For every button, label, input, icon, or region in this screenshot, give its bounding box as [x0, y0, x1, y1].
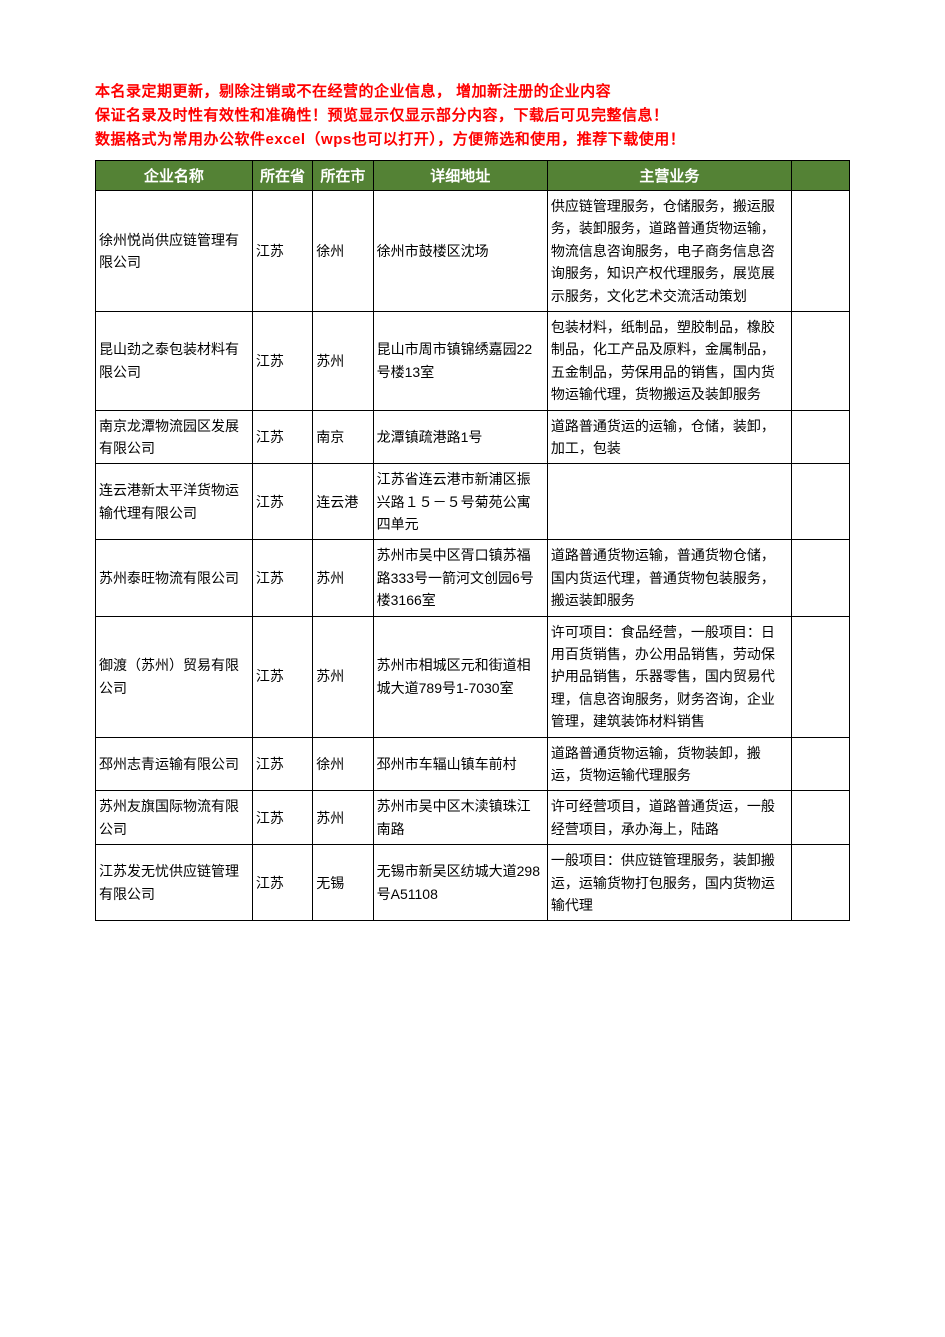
intro-text-block: 本名录定期更新，剔除注销或不在经营的企业信息， 增加新注册的企业内容 保证名录及…: [95, 80, 850, 152]
cell-city: 南京: [313, 410, 373, 464]
th-extra: [791, 161, 849, 191]
cell-extra: [791, 191, 849, 312]
cell-city: 连云港: [313, 464, 373, 540]
cell-address: 苏州市相城区元和街道相城大道789号1-7030室: [373, 616, 547, 737]
cell-city: 苏州: [313, 616, 373, 737]
table-row: 苏州泰旺物流有限公司江苏苏州苏州市吴中区胥口镇苏福路333号一箭河文创园6号楼3…: [96, 540, 850, 616]
cell-business: 一般项目：供应链管理服务，装卸搬运，运输货物打包服务，国内货物运输代理: [547, 845, 791, 921]
intro-line-2: 保证名录及时性有效性和准确性！预览显示仅显示部分内容，下载后可见完整信息！: [95, 104, 850, 128]
table-row: 御渡（苏州）贸易有限公司江苏苏州苏州市相城区元和街道相城大道789号1-7030…: [96, 616, 850, 737]
intro-line-3: 数据格式为常用办公软件excel（wps也可以打开），方便筛选和使用，推荐下载使…: [95, 128, 850, 152]
cell-province: 江苏: [252, 410, 312, 464]
cell-address: 无锡市新吴区纺城大道298号A51108: [373, 845, 547, 921]
th-province: 所在省: [252, 161, 312, 191]
cell-address: 昆山市周市镇锦绣嘉园22号楼13室: [373, 311, 547, 410]
cell-address: 邳州市车辐山镇车前村: [373, 737, 547, 791]
table-row: 南京龙潭物流园区发展有限公司江苏南京龙潭镇疏港路1号道路普通货运的运输，仓储，装…: [96, 410, 850, 464]
cell-company-name: 昆山劲之泰包装材料有限公司: [96, 311, 253, 410]
table-header-row: 企业名称 所在省 所在市 详细地址 主营业务: [96, 161, 850, 191]
cell-extra: [791, 616, 849, 737]
cell-address: 苏州市吴中区木渎镇珠江南路: [373, 791, 547, 845]
cell-company-name: 苏州泰旺物流有限公司: [96, 540, 253, 616]
cell-extra: [791, 311, 849, 410]
cell-business: 道路普通货物运输，货物装卸，搬运，货物运输代理服务: [547, 737, 791, 791]
cell-province: 江苏: [252, 540, 312, 616]
table-row: 昆山劲之泰包装材料有限公司江苏苏州昆山市周市镇锦绣嘉园22号楼13室包装材料，纸…: [96, 311, 850, 410]
cell-province: 江苏: [252, 464, 312, 540]
cell-address: 苏州市吴中区胥口镇苏福路333号一箭河文创园6号楼3166室: [373, 540, 547, 616]
cell-extra: [791, 791, 849, 845]
cell-business: [547, 464, 791, 540]
th-address: 详细地址: [373, 161, 547, 191]
cell-business: 道路普通货运的运输，仓储，装卸，加工，包装: [547, 410, 791, 464]
cell-province: 江苏: [252, 191, 312, 312]
cell-province: 江苏: [252, 616, 312, 737]
cell-company-name: 连云港新太平洋货物运输代理有限公司: [96, 464, 253, 540]
cell-address: 江苏省连云港市新浦区振兴路１５－５号菊苑公寓四单元: [373, 464, 547, 540]
th-company-name: 企业名称: [96, 161, 253, 191]
cell-city: 苏州: [313, 791, 373, 845]
th-business: 主营业务: [547, 161, 791, 191]
cell-company-name: 苏州友旗国际物流有限公司: [96, 791, 253, 845]
cell-province: 江苏: [252, 737, 312, 791]
cell-province: 江苏: [252, 845, 312, 921]
cell-business: 供应链管理服务，仓储服务，搬运服务，装卸服务，道路普通货物运输，物流信息咨询服务…: [547, 191, 791, 312]
intro-line-1: 本名录定期更新，剔除注销或不在经营的企业信息， 增加新注册的企业内容: [95, 80, 850, 104]
cell-city: 苏州: [313, 311, 373, 410]
cell-city: 徐州: [313, 191, 373, 312]
cell-extra: [791, 410, 849, 464]
cell-city: 无锡: [313, 845, 373, 921]
cell-company-name: 徐州悦尚供应链管理有限公司: [96, 191, 253, 312]
table-row: 邳州志青运输有限公司江苏徐州邳州市车辐山镇车前村道路普通货物运输，货物装卸，搬运…: [96, 737, 850, 791]
cell-extra: [791, 540, 849, 616]
cell-business: 许可项目：食品经营，一般项目：日用百货销售，办公用品销售，劳动保护用品销售，乐器…: [547, 616, 791, 737]
cell-province: 江苏: [252, 791, 312, 845]
cell-business: 许可经营项目，道路普通货运，一般经营项目，承办海上，陆路: [547, 791, 791, 845]
cell-city: 苏州: [313, 540, 373, 616]
table-row: 连云港新太平洋货物运输代理有限公司江苏连云港江苏省连云港市新浦区振兴路１５－５号…: [96, 464, 850, 540]
cell-business: 道路普通货物运输，普通货物仓储，国内货运代理，普通货物包装服务，搬运装卸服务: [547, 540, 791, 616]
cell-extra: [791, 737, 849, 791]
table-row: 江苏发无忧供应链管理有限公司江苏无锡无锡市新吴区纺城大道298号A51108一般…: [96, 845, 850, 921]
cell-company-name: 南京龙潭物流园区发展有限公司: [96, 410, 253, 464]
cell-company-name: 邳州志青运输有限公司: [96, 737, 253, 791]
cell-address: 龙潭镇疏港路1号: [373, 410, 547, 464]
company-data-table: 企业名称 所在省 所在市 详细地址 主营业务 徐州悦尚供应链管理有限公司江苏徐州…: [95, 160, 850, 921]
cell-extra: [791, 464, 849, 540]
table-row: 苏州友旗国际物流有限公司江苏苏州苏州市吴中区木渎镇珠江南路许可经营项目，道路普通…: [96, 791, 850, 845]
cell-address: 徐州市鼓楼区沈场: [373, 191, 547, 312]
th-city: 所在市: [313, 161, 373, 191]
cell-city: 徐州: [313, 737, 373, 791]
cell-company-name: 御渡（苏州）贸易有限公司: [96, 616, 253, 737]
cell-province: 江苏: [252, 311, 312, 410]
cell-company-name: 江苏发无忧供应链管理有限公司: [96, 845, 253, 921]
cell-extra: [791, 845, 849, 921]
cell-business: 包装材料，纸制品，塑胶制品，橡胶制品，化工产品及原料，金属制品，五金制品，劳保用…: [547, 311, 791, 410]
table-row: 徐州悦尚供应链管理有限公司江苏徐州徐州市鼓楼区沈场供应链管理服务，仓储服务，搬运…: [96, 191, 850, 312]
